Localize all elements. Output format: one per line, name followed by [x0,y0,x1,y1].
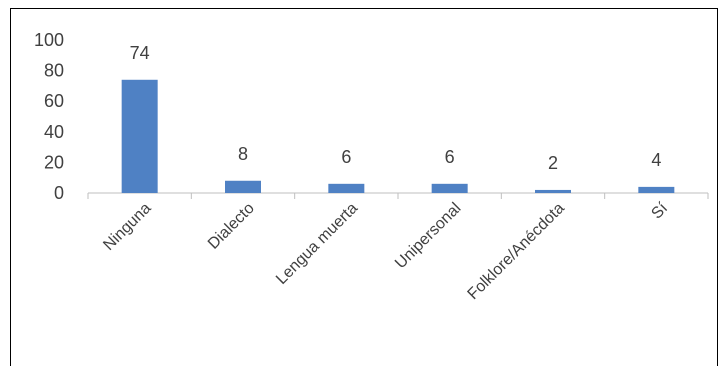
data-label: 6 [445,147,455,167]
data-label: 4 [651,150,661,170]
bar [535,189,571,193]
y-tick-label: 40 [44,122,64,142]
category-label: Sí [648,199,671,222]
bar [328,183,365,193]
y-tick-label: 60 [44,91,64,111]
data-label: 2 [548,153,558,173]
bar [431,183,468,193]
category-label: Lengua muerta [273,200,361,288]
bar [638,186,675,193]
y-tick-label: 80 [44,61,64,81]
y-tick-label: 0 [54,183,64,203]
category-label: Folklore/Anécdota [465,200,568,303]
category-label: Unipersonal [392,200,464,272]
y-tick-label: 100 [34,30,64,50]
bar [121,79,158,193]
category-label: Dialecto [205,200,258,253]
data-label: 6 [341,147,351,167]
category-label: Ninguna [100,200,154,254]
bar [225,180,261,193]
y-tick-label: 20 [44,152,64,172]
data-label: 74 [130,43,150,63]
data-label: 8 [238,144,248,164]
